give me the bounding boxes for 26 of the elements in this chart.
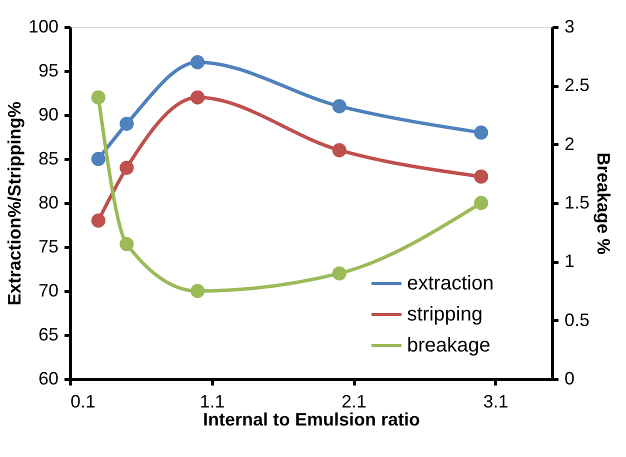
y-tick-label: 70 [38,280,58,300]
x-tick-label: 3.1 [483,392,508,412]
legend-label: breakage [407,334,490,356]
y-tick-label: 60 [38,368,58,388]
y2-tick-label: 1.5 [564,192,590,212]
y2-tick-label: 0.5 [564,310,590,330]
y-tick-label: 100 [28,16,58,36]
x-tick-label: 2.1 [342,392,367,412]
y2-tick-label: 0 [564,368,575,388]
y2-tick-label: 1 [564,251,575,272]
y-tick-label: 85 [38,148,58,168]
legend-label: stripping [407,304,483,326]
y-tick-label: 95 [38,60,58,80]
legend-label: extraction [407,272,494,294]
y2-tick-label: 3 [564,16,575,36]
y-axis-title: Extraction%/Stripping% [4,101,24,306]
y-tick-label: 90 [38,104,58,124]
y2-tick-label: 2.5 [564,75,590,96]
y-tick-label: 65 [38,324,58,344]
x-tick-label: 1.1 [200,392,225,412]
y2-axis-title: Breakage % [594,152,614,255]
x-tick-label: 0.1 [70,392,96,412]
y-tick-label: 80 [38,192,58,212]
y-tick-label: 75 [38,236,58,256]
y2-tick-label: 2 [564,134,575,154]
x-axis-title: Internal to Emulsion ratio [202,410,420,430]
